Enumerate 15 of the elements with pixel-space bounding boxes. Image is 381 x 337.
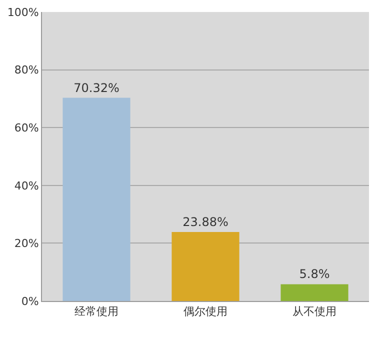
data-label: 23.88%	[182, 214, 228, 229]
bar	[172, 232, 240, 301]
y-tick-label: 100%	[7, 6, 39, 19]
data-label: 5.8%	[299, 267, 330, 282]
data-label: 70.32%	[74, 80, 120, 95]
x-tick-label: 经常使用	[74, 305, 118, 318]
x-tick-label: 从不使用	[292, 305, 336, 318]
y-tick-label: 20%	[14, 237, 39, 250]
y-tick-label: 0%	[21, 294, 39, 308]
bar	[62, 98, 130, 301]
y-tick-label: 80%	[14, 64, 39, 77]
y-tick-label: 40%	[14, 179, 39, 192]
y-tick-label: 60%	[14, 121, 39, 134]
bar	[280, 284, 348, 301]
x-tick-label: 偶尔使用	[184, 305, 228, 318]
